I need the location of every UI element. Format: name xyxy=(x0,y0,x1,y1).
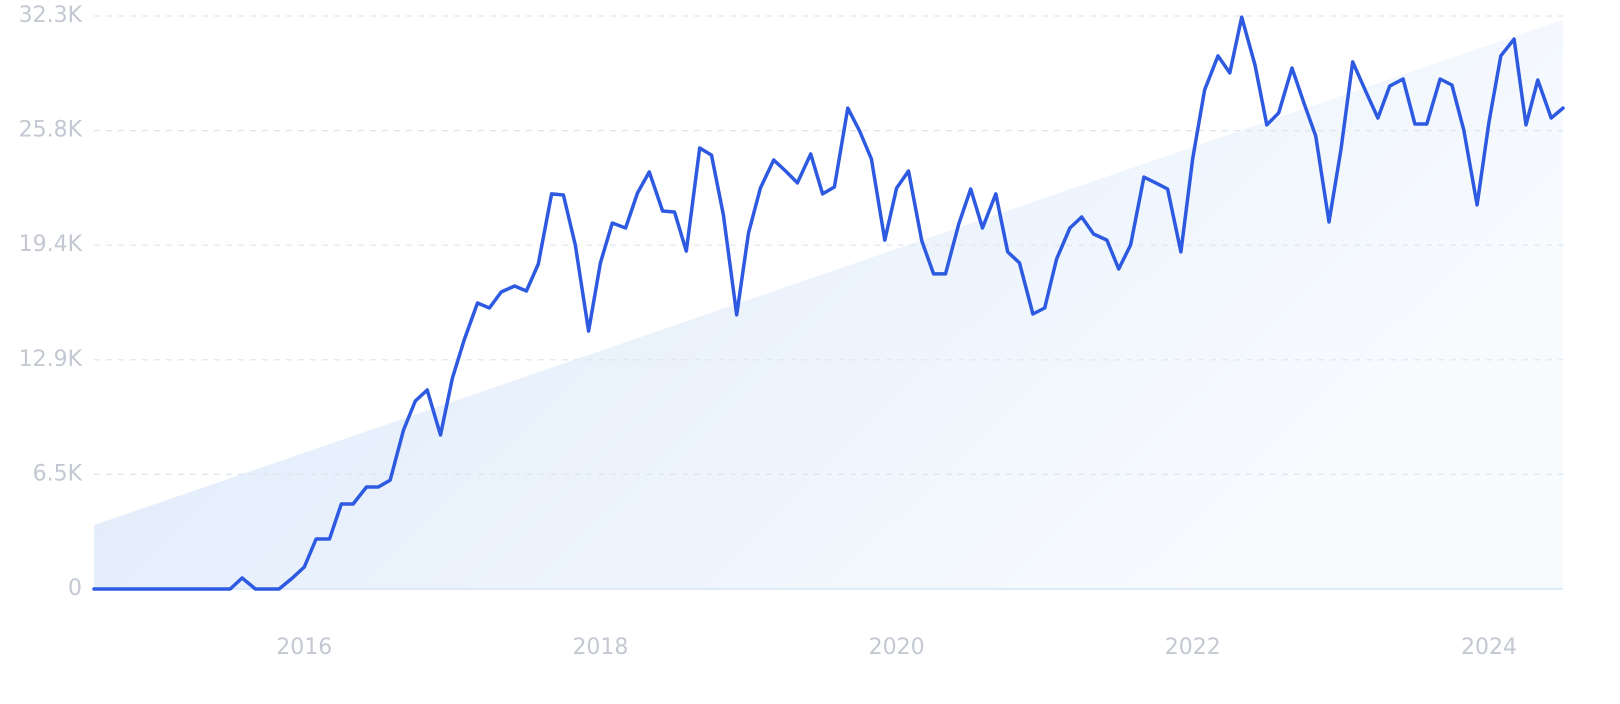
x-tick-label: 2024 xyxy=(1461,635,1517,660)
x-tick-label: 2020 xyxy=(869,635,925,660)
x-tick-label: 2022 xyxy=(1165,635,1221,660)
y-tick-label: 12.9K xyxy=(19,347,83,372)
trend-area xyxy=(94,19,1563,590)
x-tick-label: 2018 xyxy=(572,635,628,660)
y-tick-label: 25.8K xyxy=(19,118,83,143)
y-tick-label: 19.4K xyxy=(19,232,83,257)
y-tick-label: 32.3K xyxy=(19,3,83,28)
trend-line xyxy=(92,15,1565,591)
y-tick-label: 0 xyxy=(68,576,82,601)
x-tick-label: 2016 xyxy=(276,635,332,660)
y-tick-label: 6.5K xyxy=(33,461,83,486)
